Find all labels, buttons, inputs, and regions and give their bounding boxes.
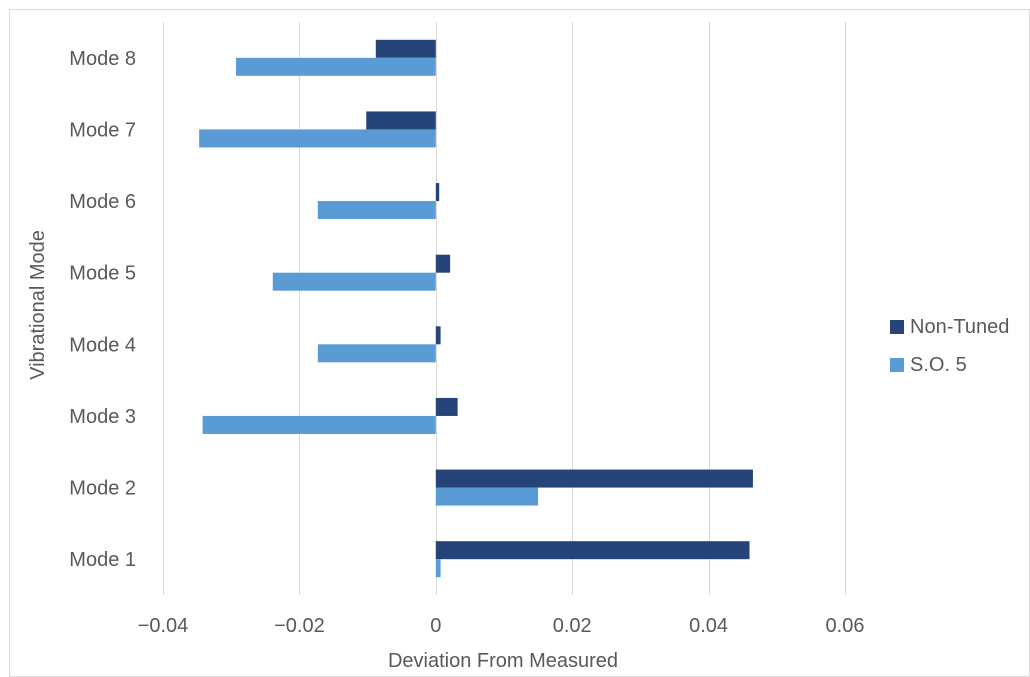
bar-non-tuned-mode-2	[435, 469, 753, 488]
legend-label: Non-Tuned	[910, 316, 1009, 338]
x-tick-label: 0	[430, 615, 441, 637]
category-label: Mode 8	[69, 48, 136, 70]
bar-non-tuned-mode-3	[435, 397, 458, 416]
x-axis-title: Deviation From Measured	[388, 650, 618, 672]
y-axis-title: Vibrational Mode	[27, 230, 49, 380]
legend-label: S.O. 5	[910, 354, 967, 376]
bar-non-tuned-mode-4	[435, 326, 441, 345]
category-label: Mode 1	[69, 549, 136, 571]
bar-s-o-5-mode-5	[272, 272, 436, 291]
x-tick-label: 0.06	[826, 615, 865, 637]
legend: Non-Tuned S.O. 5	[890, 316, 1009, 376]
bar-non-tuned-mode-1	[435, 541, 750, 560]
category-label: Mode 3	[69, 406, 136, 428]
category-label: Mode 4	[69, 334, 136, 356]
bar-s-o-5-mode-2	[435, 487, 539, 506]
category-label: Mode 7	[69, 119, 136, 141]
bar-non-tuned-mode-5	[435, 254, 451, 273]
category-labels: Mode 1 Mode 2 Mode 3 Mode 4 Mode 5 Mode 6 Mode…	[69, 48, 136, 571]
x-tick-label: 0.04	[689, 615, 728, 637]
grid-lines	[163, 22, 846, 595]
bars	[199, 39, 753, 578]
category-label: Mode 2	[69, 478, 136, 500]
x-tick-labels: −0.04 −0.02 0 0.02 0.04 0.06	[138, 615, 865, 637]
chart-border	[9, 9, 1030, 677]
bar-s-o-5-mode-8	[235, 57, 436, 76]
bar-s-o-5-mode-3	[202, 415, 436, 434]
bar-s-o-5-mode-6	[317, 201, 436, 220]
bar-s-o-5-mode-4	[317, 344, 436, 363]
bar-s-o-5-mode-1	[435, 559, 441, 578]
category-label: Mode 5	[69, 263, 136, 285]
x-tick-label: 0.02	[553, 615, 592, 637]
x-tick-label: −0.04	[138, 615, 189, 637]
legend-swatch	[890, 358, 904, 372]
x-tick-label: −0.02	[274, 615, 325, 637]
bar-non-tuned-mode-8	[375, 39, 436, 58]
category-label: Mode 6	[69, 191, 136, 213]
bar-non-tuned-mode-6	[435, 183, 440, 202]
legend-swatch	[890, 320, 904, 334]
bar-s-o-5-mode-7	[199, 129, 436, 148]
bar-non-tuned-mode-7	[366, 111, 436, 130]
